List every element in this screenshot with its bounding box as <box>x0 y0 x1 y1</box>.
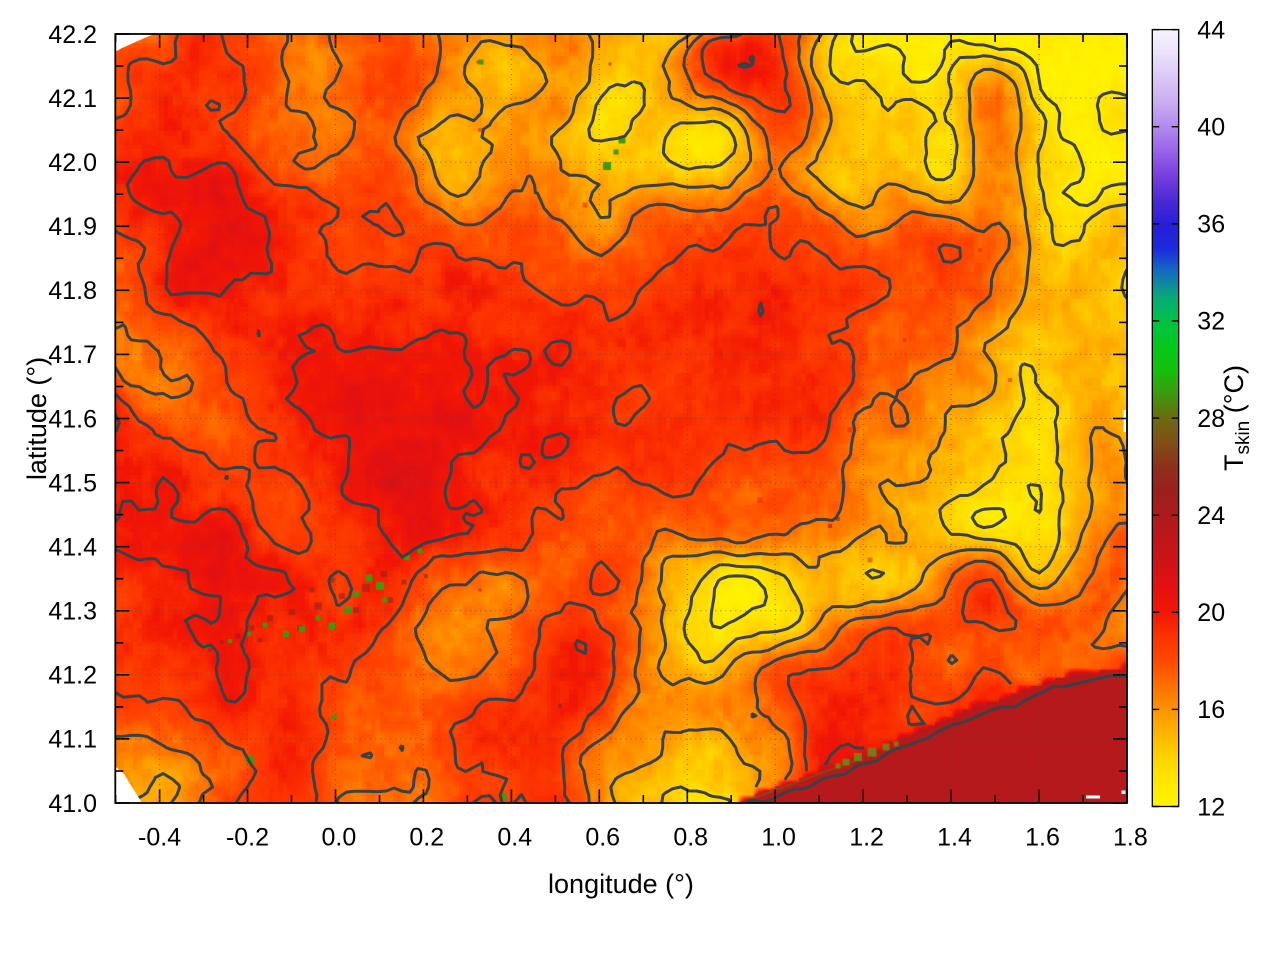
svg-text:44: 44 <box>1197 16 1225 44</box>
svg-text:42.2: 42.2 <box>48 21 97 49</box>
svg-text:-0.2: -0.2 <box>226 824 269 852</box>
svg-text:0.8: 0.8 <box>673 824 708 852</box>
svg-text:41.8: 41.8 <box>48 277 97 305</box>
svg-text:longitude (°): longitude (°) <box>548 869 694 899</box>
svg-text:Tskin (°C): Tskin (°C) <box>1219 365 1254 471</box>
svg-text:42.0: 42.0 <box>48 149 97 177</box>
svg-text:41.7: 41.7 <box>48 341 97 369</box>
svg-text:42.1: 42.1 <box>48 85 97 113</box>
svg-text:1.6: 1.6 <box>1025 824 1060 852</box>
svg-text:-0.4: -0.4 <box>138 824 181 852</box>
svg-text:41.9: 41.9 <box>48 213 97 241</box>
svg-text:1.0: 1.0 <box>761 824 796 852</box>
svg-text:41.2: 41.2 <box>48 662 97 690</box>
svg-text:41.3: 41.3 <box>48 598 97 626</box>
svg-text:40: 40 <box>1197 114 1225 142</box>
svg-text:28: 28 <box>1197 405 1225 433</box>
svg-text:24: 24 <box>1197 502 1225 530</box>
svg-text:12: 12 <box>1197 793 1225 821</box>
svg-text:41.4: 41.4 <box>48 534 97 562</box>
svg-text:41.1: 41.1 <box>48 726 97 754</box>
svg-text:1.4: 1.4 <box>937 824 972 852</box>
svg-text:41.6: 41.6 <box>48 405 97 433</box>
svg-text:0.4: 0.4 <box>497 824 532 852</box>
svg-text:1.8: 1.8 <box>1113 824 1148 852</box>
svg-text:36: 36 <box>1197 211 1225 239</box>
svg-text:0.0: 0.0 <box>322 824 357 852</box>
svg-text:0.6: 0.6 <box>585 824 620 852</box>
svg-text:32: 32 <box>1197 308 1225 336</box>
svg-text:20: 20 <box>1197 599 1225 627</box>
svg-text:16: 16 <box>1197 696 1225 724</box>
svg-text:41.0: 41.0 <box>48 790 97 818</box>
svg-text:41.5: 41.5 <box>48 469 97 497</box>
svg-text:1.2: 1.2 <box>849 824 884 852</box>
svg-text:latitude (°): latitude (°) <box>22 357 52 480</box>
svg-text:0.2: 0.2 <box>409 824 444 852</box>
